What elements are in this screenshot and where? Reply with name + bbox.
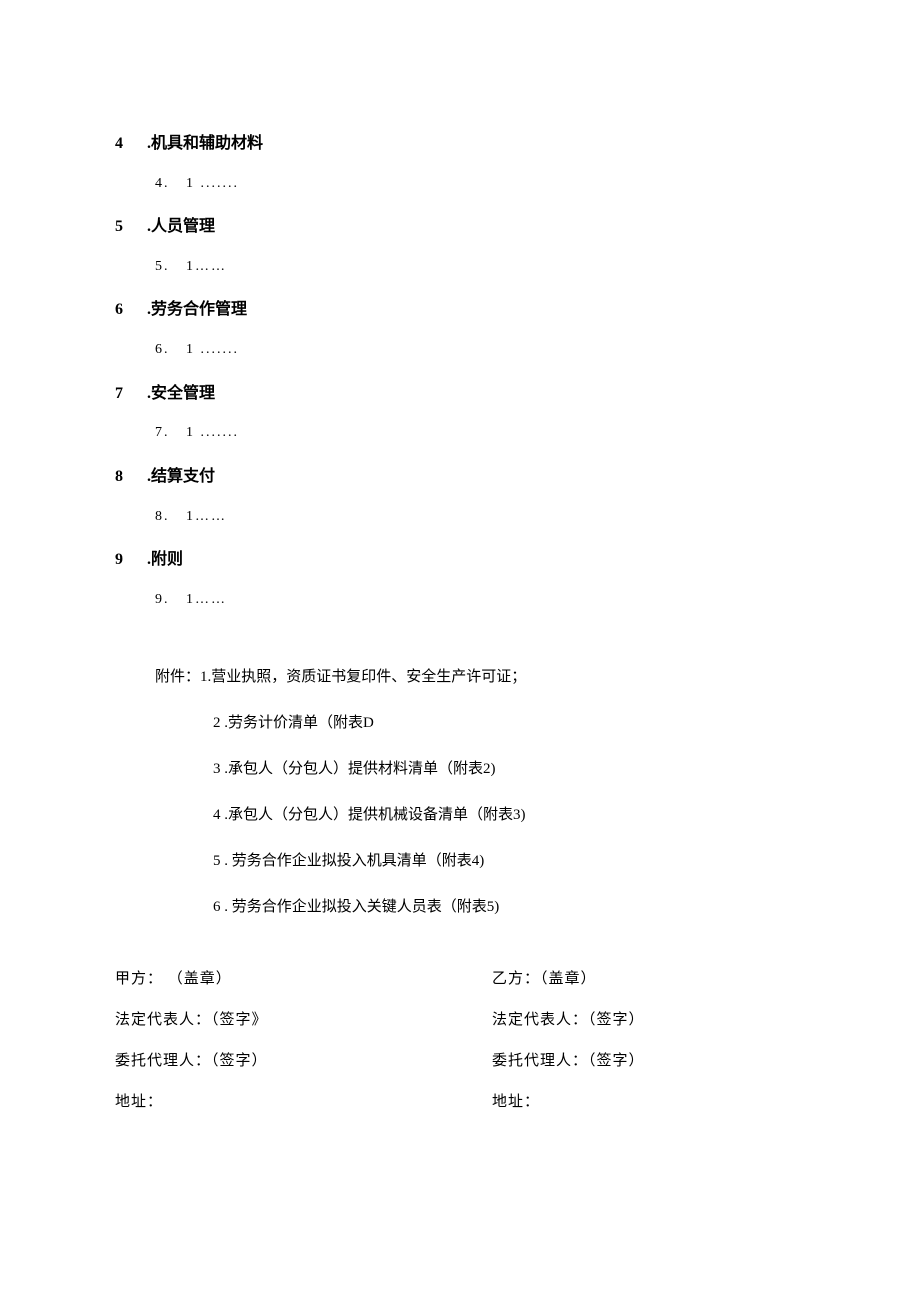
signature-col-right: 乙方：（盖章） 法定代表人：（签字） 委托代理人：（签字） 地址：: [460, 967, 805, 1131]
section-4: 4 .机具和辅助材料 4. 1 .......: [115, 130, 805, 195]
section-7-sub-text: 1 .......: [186, 425, 239, 440]
section-6-sub: 6. 1 .......: [155, 339, 805, 361]
attachments-block: 附件：1.营业执照，资质证书复印件、安全生产许可证； 2 .劳务计价清单（附表D…: [155, 665, 805, 919]
section-6-heading: 6 .劳务合作管理: [115, 296, 805, 325]
attachment-item-4: 4 .承包人（分包人）提供机械设备清单（附表3): [213, 803, 805, 827]
section-8-sub: 8. 1……: [155, 506, 805, 528]
section-6-title: .劳务合作管理: [147, 301, 247, 318]
section-7-number: 7: [115, 380, 143, 409]
section-9-title: .附则: [147, 551, 183, 568]
section-5: 5 .人员管理 5. 1……: [115, 213, 805, 278]
signature-col-left: 甲方： （盖章） 法定代表人：（签字》 委托代理人：（签字） 地址：: [115, 967, 460, 1131]
party-b-agent: 委托代理人：（签字）: [492, 1049, 805, 1073]
section-9-heading: 9 .附则: [115, 546, 805, 575]
section-5-sub: 5. 1……: [155, 256, 805, 278]
section-8: 8 .结算支付 8. 1……: [115, 463, 805, 528]
section-4-heading: 4 .机具和辅助材料: [115, 130, 805, 159]
section-4-number: 4: [115, 130, 143, 159]
section-5-sub-num: 5.: [155, 259, 170, 274]
signature-area: 甲方： （盖章） 法定代表人：（签字》 委托代理人：（签字） 地址： 乙方：（盖…: [115, 967, 805, 1131]
section-8-heading: 8 .结算支付: [115, 463, 805, 492]
section-9-sub: 9. 1……: [155, 589, 805, 611]
party-a-address: 地址：: [115, 1090, 460, 1114]
section-6-sub-text: 1 .......: [186, 342, 239, 357]
section-9-sub-text: 1……: [186, 592, 227, 607]
party-b-address: 地址：: [492, 1090, 805, 1114]
section-9: 9 .附则 9. 1……: [115, 546, 805, 611]
document-body: 4 .机具和辅助材料 4. 1 ....... 5 .人员管理 5. 1…… 6…: [115, 130, 805, 1131]
section-6-sub-num: 6.: [155, 342, 170, 357]
section-6-number: 6: [115, 296, 143, 325]
section-5-sub-text: 1……: [186, 259, 227, 274]
section-7-heading: 7 .安全管理: [115, 380, 805, 409]
party-b-legal-rep: 法定代表人：（签字）: [492, 1008, 805, 1032]
attachment-item-3: 3 .承包人（分包人）提供材料清单（附表2): [213, 757, 805, 781]
section-4-sub: 4. 1 .......: [155, 173, 805, 195]
section-6: 6 .劳务合作管理 6. 1 .......: [115, 296, 805, 361]
section-5-heading: 5 .人员管理: [115, 213, 805, 242]
section-9-sub-num: 9.: [155, 592, 170, 607]
section-8-title: .结算支付: [147, 468, 215, 485]
section-8-sub-num: 8.: [155, 509, 170, 524]
attachment-item-5: 5 . 劳务合作企业拟投入机具清单（附表4): [213, 849, 805, 873]
attachment-item-2: 2 .劳务计价清单（附表D: [213, 711, 805, 735]
section-5-number: 5: [115, 213, 143, 242]
section-4-sub-num: 4.: [155, 176, 170, 191]
party-b: 乙方：（盖章）: [492, 967, 805, 991]
party-a-legal-rep: 法定代表人：（签字》: [115, 1008, 460, 1032]
section-5-title: .人员管理: [147, 218, 215, 235]
section-9-number: 9: [115, 546, 143, 575]
section-7-sub-num: 7.: [155, 425, 170, 440]
party-a: 甲方： （盖章）: [115, 967, 460, 991]
attachments-lead: 附件：1.营业执照，资质证书复印件、安全生产许可证；: [155, 665, 805, 689]
section-8-sub-text: 1……: [186, 509, 227, 524]
section-4-sub-text: 1 .......: [186, 176, 239, 191]
section-7: 7 .安全管理 7. 1 .......: [115, 380, 805, 445]
section-7-sub: 7. 1 .......: [155, 422, 805, 444]
party-a-agent: 委托代理人：（签字）: [115, 1049, 460, 1073]
section-8-number: 8: [115, 463, 143, 492]
attachment-item-6: 6 . 劳务合作企业拟投入关键人员表（附表5): [213, 895, 805, 919]
section-7-title: .安全管理: [147, 385, 215, 402]
section-4-title: .机具和辅助材料: [147, 135, 263, 152]
